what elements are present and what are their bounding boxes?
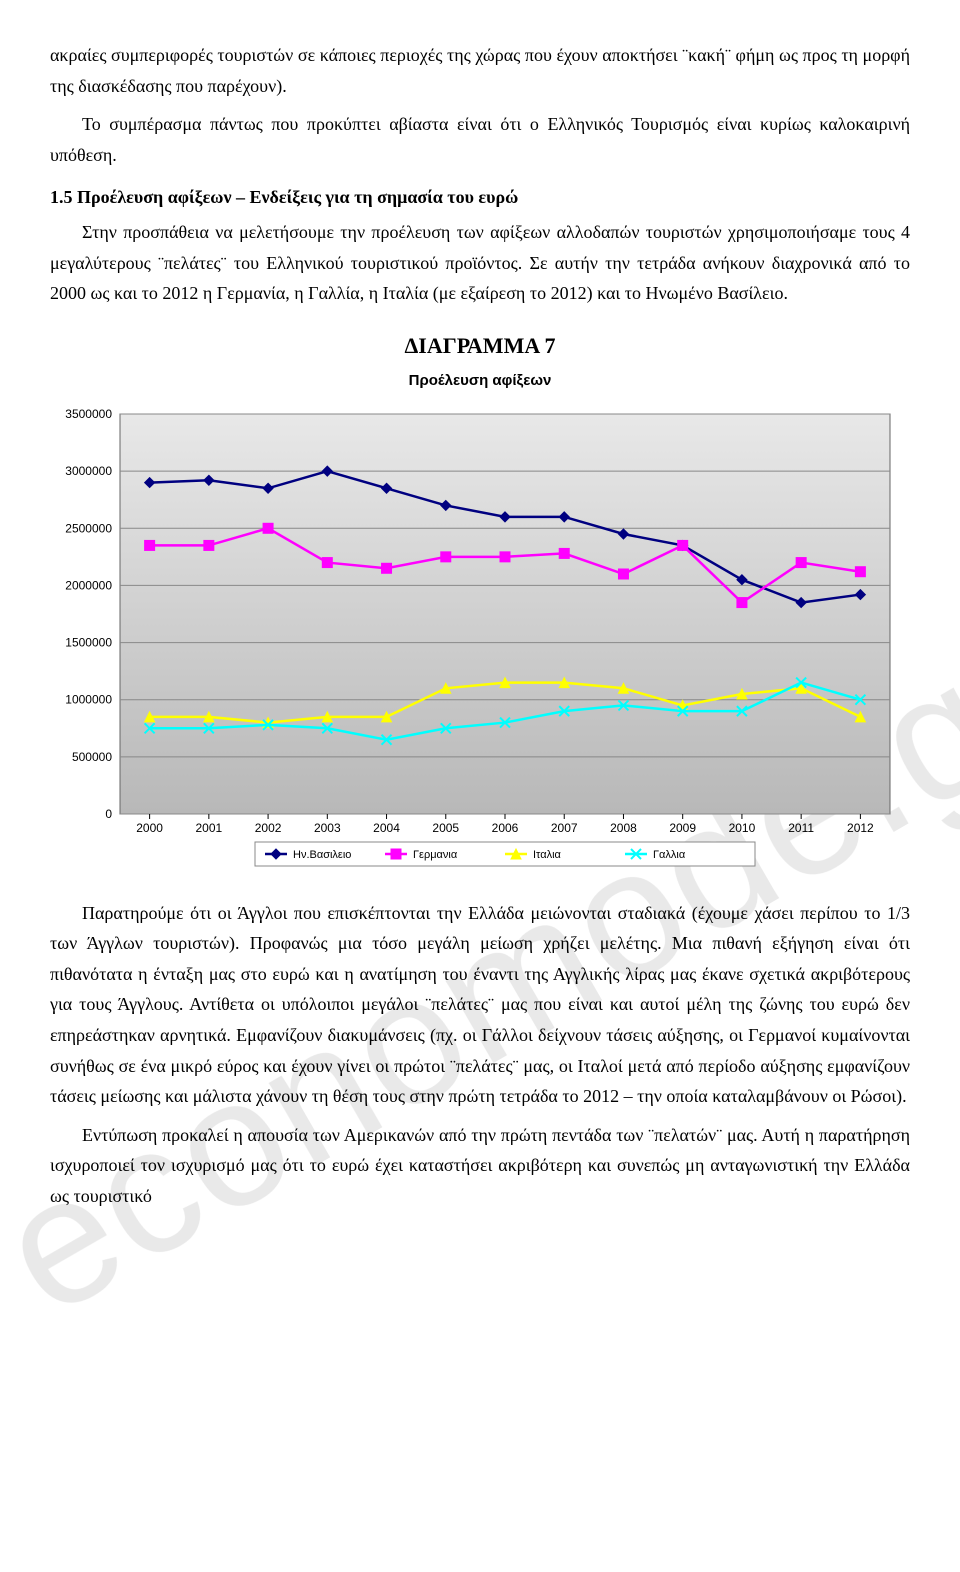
svg-text:3000000: 3000000 — [65, 464, 112, 478]
svg-text:Γαλλια: Γαλλια — [653, 849, 686, 861]
svg-text:Ιταλια: Ιταλια — [533, 849, 562, 861]
paragraph-3: Στην προσπάθεια να μελετήσουμε την προέλ… — [50, 217, 910, 309]
svg-text:2008: 2008 — [610, 821, 637, 835]
svg-text:1000000: 1000000 — [65, 692, 112, 706]
section-heading: 1.5 Προέλευση αφίξεων – Ενδείξεις για τη… — [50, 182, 910, 213]
svg-text:2001: 2001 — [195, 821, 222, 835]
svg-text:Γερμανια: Γερμανια — [413, 849, 458, 861]
paragraph-2: Το συμπέρασμα πάντως που προκύπτει αβίασ… — [50, 109, 910, 170]
svg-text:2006: 2006 — [492, 821, 519, 835]
chart-container: 0 500000 1000000 1500000 2000000 2500000 30000… — [50, 404, 910, 884]
svg-text:1500000: 1500000 — [65, 635, 112, 649]
svg-text:Ην.Βασιλειο: Ην.Βασιλειο — [293, 849, 351, 861]
svg-text:2004: 2004 — [373, 821, 400, 835]
svg-text:2007: 2007 — [551, 821, 578, 835]
paragraph-1: ακραίες συμπεριφορές τουριστών σε κάποιε… — [50, 40, 910, 101]
line-chart: 0 500000 1000000 1500000 2000000 2500000 30000… — [50, 404, 910, 884]
chart-subtitle: Προέλευση αφίξεων — [50, 368, 910, 394]
svg-text:2009: 2009 — [669, 821, 696, 835]
chart-title: ΔΙΑΓΡΑΜΜΑ 7 — [50, 327, 910, 364]
svg-text:2000: 2000 — [136, 821, 163, 835]
svg-text:2005: 2005 — [432, 821, 459, 835]
svg-text:2000000: 2000000 — [65, 578, 112, 592]
svg-text:2011: 2011 — [788, 821, 814, 835]
svg-text:3500000: 3500000 — [65, 407, 112, 421]
svg-text:500000: 500000 — [72, 749, 112, 763]
svg-text:0: 0 — [105, 807, 112, 821]
svg-text:2012: 2012 — [847, 821, 874, 835]
svg-text:2003: 2003 — [314, 821, 341, 835]
svg-text:2500000: 2500000 — [65, 521, 112, 535]
paragraph-5: Εντύπωση προκαλεί η απουσία των Αμερικαν… — [50, 1120, 910, 1212]
svg-text:2002: 2002 — [255, 821, 282, 835]
paragraph-4: Παρατηρούμε ότι οι Άγγλοι που επισκέπτον… — [50, 898, 910, 1112]
svg-text:2010: 2010 — [729, 821, 756, 835]
